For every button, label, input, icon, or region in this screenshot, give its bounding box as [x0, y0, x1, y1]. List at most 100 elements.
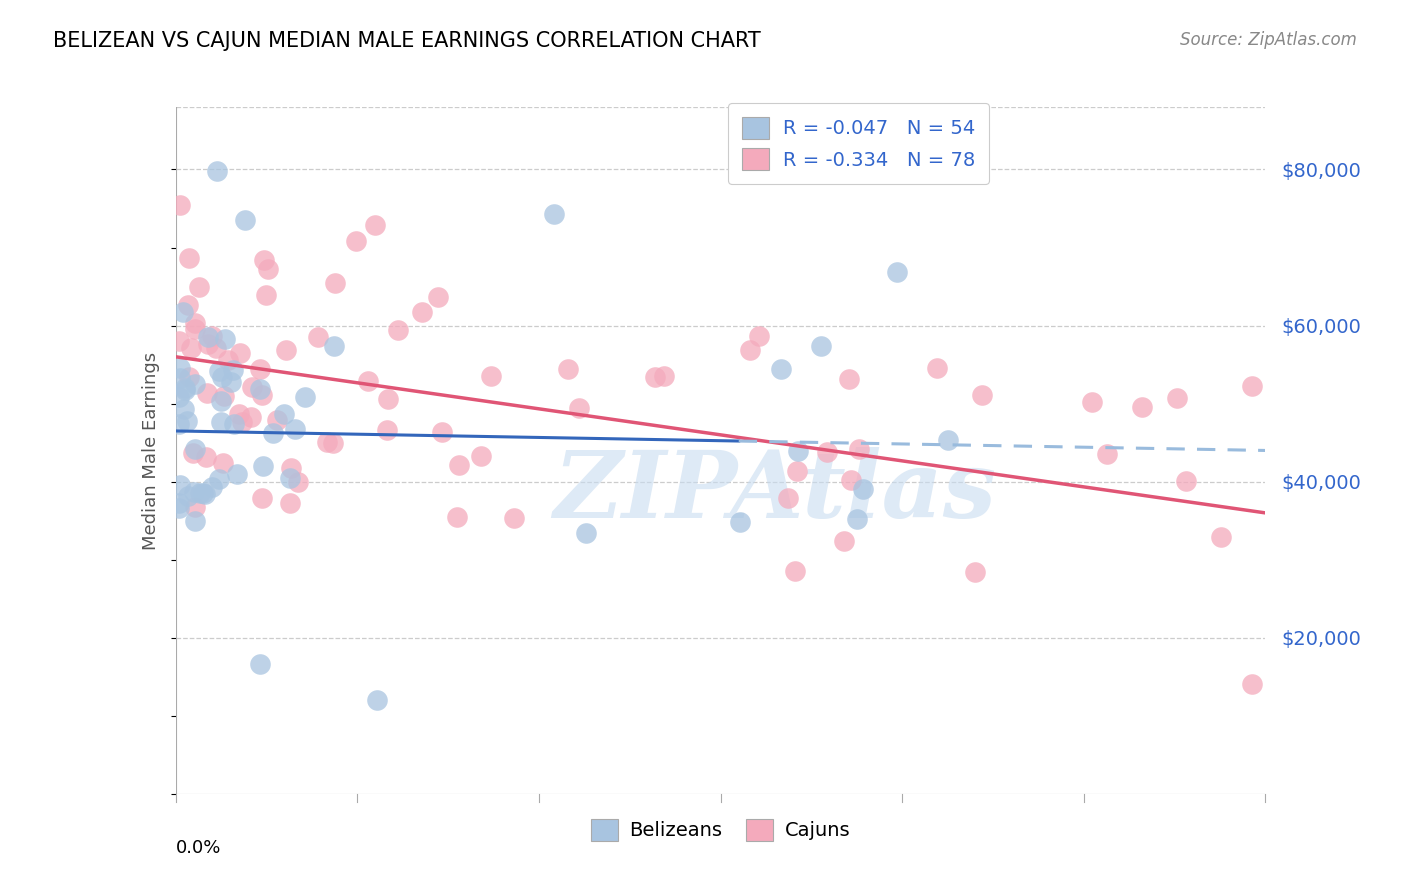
- Point: [769, 362, 792, 376]
- Point: [294, 390, 316, 404]
- Point: [502, 510, 524, 524]
- Point: [557, 362, 579, 376]
- Point: [644, 370, 666, 384]
- Point: [322, 436, 344, 450]
- Point: [652, 369, 675, 384]
- Point: [543, 206, 565, 220]
- Point: [430, 425, 453, 440]
- Legend: Belizeans, Cajuns: Belizeans, Cajuns: [579, 807, 862, 853]
- Point: [1209, 530, 1232, 544]
- Point: [169, 361, 191, 376]
- Point: [228, 407, 250, 421]
- Point: [1081, 395, 1104, 409]
- Point: [205, 342, 228, 356]
- Point: [266, 413, 288, 427]
- Point: [177, 298, 200, 312]
- Point: [184, 442, 207, 457]
- Point: [426, 290, 449, 304]
- Point: [208, 364, 231, 378]
- Point: [834, 533, 856, 548]
- Point: [839, 473, 862, 487]
- Point: [184, 500, 207, 515]
- Point: [810, 339, 832, 353]
- Point: [222, 362, 245, 376]
- Point: [233, 212, 256, 227]
- Point: [212, 389, 235, 403]
- Point: [786, 465, 808, 479]
- Point: [219, 375, 242, 389]
- Point: [169, 334, 191, 348]
- Point: [228, 346, 250, 360]
- Point: [256, 261, 278, 276]
- Point: [728, 515, 751, 529]
- Point: [184, 322, 207, 336]
- Point: [786, 444, 808, 458]
- Point: [323, 339, 346, 353]
- Point: [262, 425, 284, 440]
- Point: [815, 445, 838, 459]
- Point: [446, 509, 468, 524]
- Point: [1240, 378, 1263, 392]
- Point: [377, 392, 399, 406]
- Point: [169, 417, 191, 432]
- Point: [211, 370, 233, 384]
- Point: [209, 416, 232, 430]
- Point: [776, 491, 799, 505]
- Point: [1174, 474, 1197, 488]
- Point: [172, 305, 194, 319]
- Point: [194, 450, 217, 464]
- Point: [183, 376, 205, 391]
- Point: [214, 332, 236, 346]
- Point: [187, 280, 209, 294]
- Point: [222, 417, 245, 432]
- Point: [217, 353, 239, 368]
- Point: [254, 288, 277, 302]
- Point: [176, 414, 198, 428]
- Point: [231, 415, 253, 429]
- Point: [568, 401, 591, 415]
- Point: [278, 471, 301, 485]
- Point: [212, 456, 235, 470]
- Point: [184, 316, 207, 330]
- Point: [315, 434, 337, 449]
- Point: [188, 485, 211, 500]
- Point: [925, 360, 948, 375]
- Point: [848, 442, 870, 456]
- Point: [738, 343, 761, 357]
- Point: [357, 375, 380, 389]
- Point: [1240, 677, 1263, 691]
- Point: [470, 449, 492, 463]
- Point: [838, 371, 860, 385]
- Point: [195, 386, 218, 401]
- Text: ZIPAtlas: ZIPAtlas: [554, 447, 997, 537]
- Point: [366, 693, 388, 707]
- Point: [375, 423, 398, 437]
- Point: [250, 388, 273, 402]
- Point: [253, 252, 276, 267]
- Point: [278, 496, 301, 510]
- Point: [174, 381, 197, 395]
- Point: [575, 525, 598, 540]
- Point: [193, 486, 215, 500]
- Point: [364, 218, 387, 232]
- Point: [169, 500, 191, 515]
- Point: [169, 495, 191, 509]
- Point: [180, 341, 202, 355]
- Point: [169, 198, 191, 212]
- Text: 0.0%: 0.0%: [176, 838, 221, 856]
- Point: [252, 458, 274, 473]
- Point: [226, 467, 249, 482]
- Text: BELIZEAN VS CAJUN MEDIAN MALE EARNINGS CORRELATION CHART: BELIZEAN VS CAJUN MEDIAN MALE EARNINGS C…: [53, 31, 761, 51]
- Point: [169, 391, 191, 405]
- Point: [211, 394, 233, 409]
- Point: [239, 409, 262, 424]
- Point: [1166, 391, 1188, 405]
- Point: [970, 387, 993, 401]
- Point: [179, 369, 201, 384]
- Point: [201, 328, 224, 343]
- Point: [177, 490, 200, 504]
- Point: [173, 384, 195, 398]
- Point: [194, 486, 217, 500]
- Point: [747, 329, 769, 343]
- Text: Source: ZipAtlas.com: Source: ZipAtlas.com: [1180, 31, 1357, 49]
